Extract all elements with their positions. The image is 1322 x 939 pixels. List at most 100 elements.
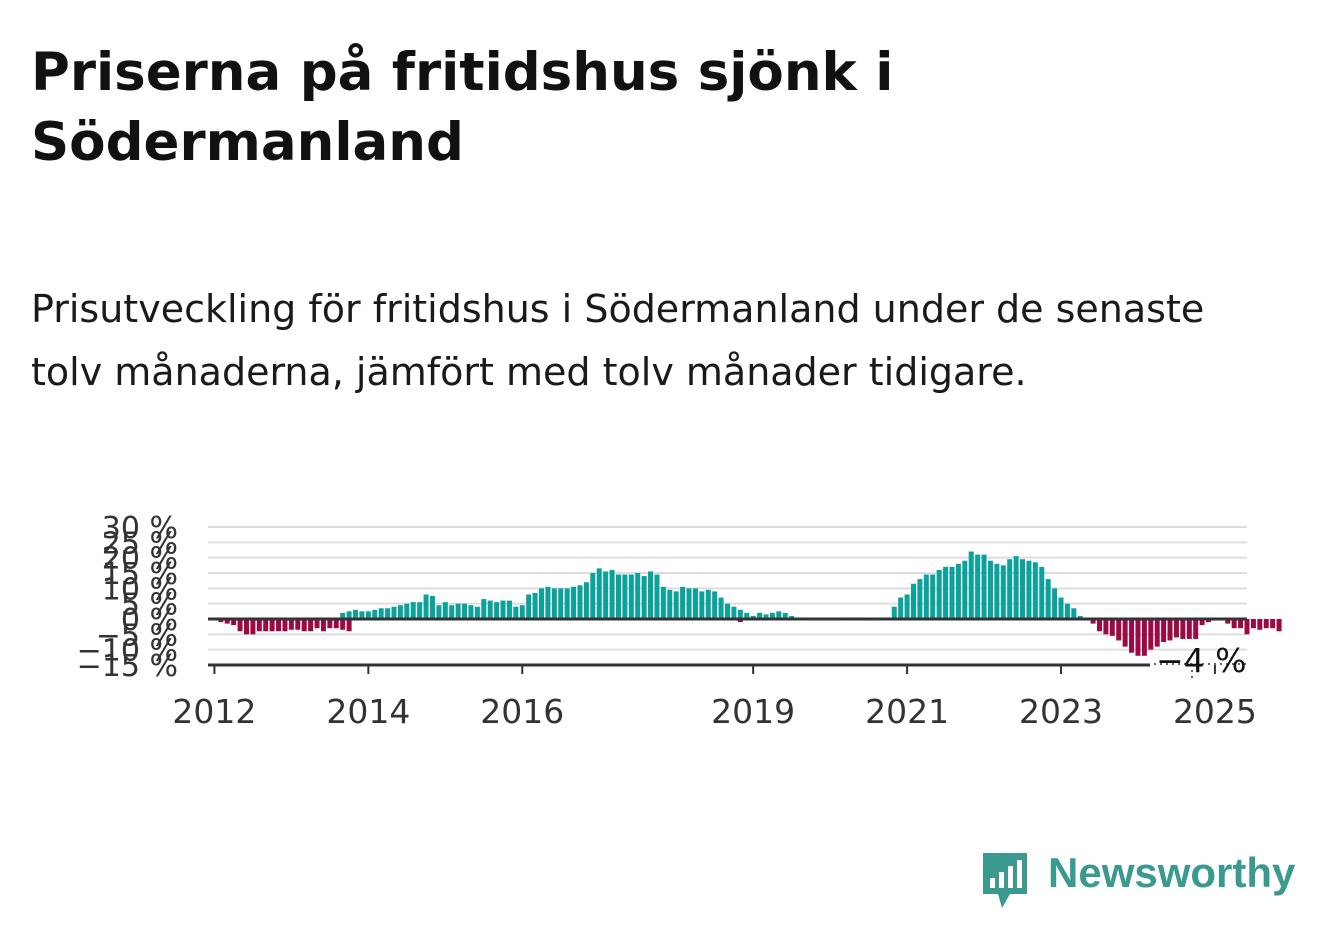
y-axis-ticks: 30 %25 %20 %15 %10 %5 %0 %−5 %−10 %−15 % [77, 511, 178, 684]
bar [1077, 615, 1083, 619]
bar [359, 611, 365, 619]
bar [558, 588, 564, 619]
bar [737, 609, 743, 619]
x-tick-label: 2025 [1173, 692, 1257, 731]
y-tick-label: 0 % [121, 603, 178, 638]
bar [308, 619, 314, 632]
bar [1206, 619, 1212, 623]
bar [551, 588, 557, 619]
bar [282, 619, 288, 632]
bar [423, 594, 429, 619]
bar [1064, 603, 1070, 619]
bar [898, 597, 904, 619]
bar [628, 574, 634, 619]
bar [891, 606, 897, 619]
bar [923, 574, 929, 619]
chart-title: Priserna på fritidshus sjönk i Södermanl… [31, 42, 894, 173]
bar [1250, 619, 1256, 629]
bar [641, 576, 647, 619]
bar [506, 600, 512, 619]
bar [1180, 619, 1186, 639]
bar [968, 551, 974, 619]
chart-subtitle: Prisutveckling för fritidshus i Söderman… [31, 287, 1205, 394]
grid-lines [208, 526, 1247, 651]
bar [1020, 559, 1026, 619]
bar [577, 585, 583, 619]
bar [686, 588, 692, 619]
bar [263, 619, 269, 632]
bar [1257, 619, 1263, 630]
bar [410, 602, 416, 619]
bar [680, 586, 686, 619]
bar [1032, 562, 1038, 619]
bar [981, 554, 987, 619]
bar [1013, 556, 1019, 619]
bar [622, 574, 628, 619]
x-tick-label: 2019 [711, 692, 795, 731]
bar [769, 612, 775, 619]
bar [910, 583, 916, 619]
bar [776, 611, 782, 619]
bar [224, 619, 230, 624]
bar [1186, 619, 1192, 639]
bar [583, 582, 589, 619]
bar [763, 614, 769, 619]
bar [526, 594, 532, 619]
bar [571, 586, 577, 619]
annotation: −4 % [1154, 641, 1250, 682]
bar [474, 606, 480, 619]
bar [436, 605, 442, 619]
bar [1007, 559, 1013, 619]
x-tick-label: 2016 [480, 692, 564, 731]
bar [596, 568, 602, 619]
bar [648, 571, 654, 619]
bar [1090, 619, 1096, 624]
bar [269, 619, 275, 632]
bar [346, 619, 352, 632]
bar [615, 574, 621, 619]
bar [987, 560, 993, 619]
bar [1193, 619, 1199, 639]
bar [1263, 619, 1269, 629]
y-tick-label: 10 % [102, 572, 178, 607]
y-tick-label: 20 % [102, 542, 178, 577]
axes [208, 617, 1247, 667]
bar [532, 592, 538, 619]
bar [256, 619, 262, 632]
bar [365, 611, 371, 619]
y-tick-label: −10 % [77, 634, 178, 669]
bar [1141, 619, 1147, 656]
bar [346, 611, 352, 619]
bar [333, 619, 339, 629]
bar [455, 603, 461, 619]
bar [218, 619, 224, 623]
y-tick-label: 5 % [121, 588, 178, 623]
bar [1244, 619, 1250, 635]
bar [731, 606, 737, 619]
bar [397, 605, 403, 619]
bar [487, 600, 493, 619]
bar [1161, 619, 1167, 642]
bar [1199, 619, 1205, 626]
bar [500, 600, 506, 619]
y-tick-label: 30 % [102, 511, 178, 546]
bar [654, 574, 660, 619]
bar [1173, 619, 1179, 638]
bar [288, 619, 294, 630]
bar [378, 608, 384, 619]
bar [314, 619, 320, 629]
bar [705, 589, 711, 619]
bar [494, 602, 500, 619]
bar [724, 603, 731, 619]
bar [449, 605, 455, 619]
bar [1167, 619, 1173, 641]
bar [1096, 619, 1102, 632]
bar [789, 615, 795, 619]
bar [590, 573, 596, 619]
bar [442, 602, 448, 619]
bar [564, 588, 570, 619]
bar [340, 612, 346, 619]
x-tick-label: 2021 [865, 692, 949, 731]
bar [975, 554, 981, 619]
bar [904, 594, 910, 619]
